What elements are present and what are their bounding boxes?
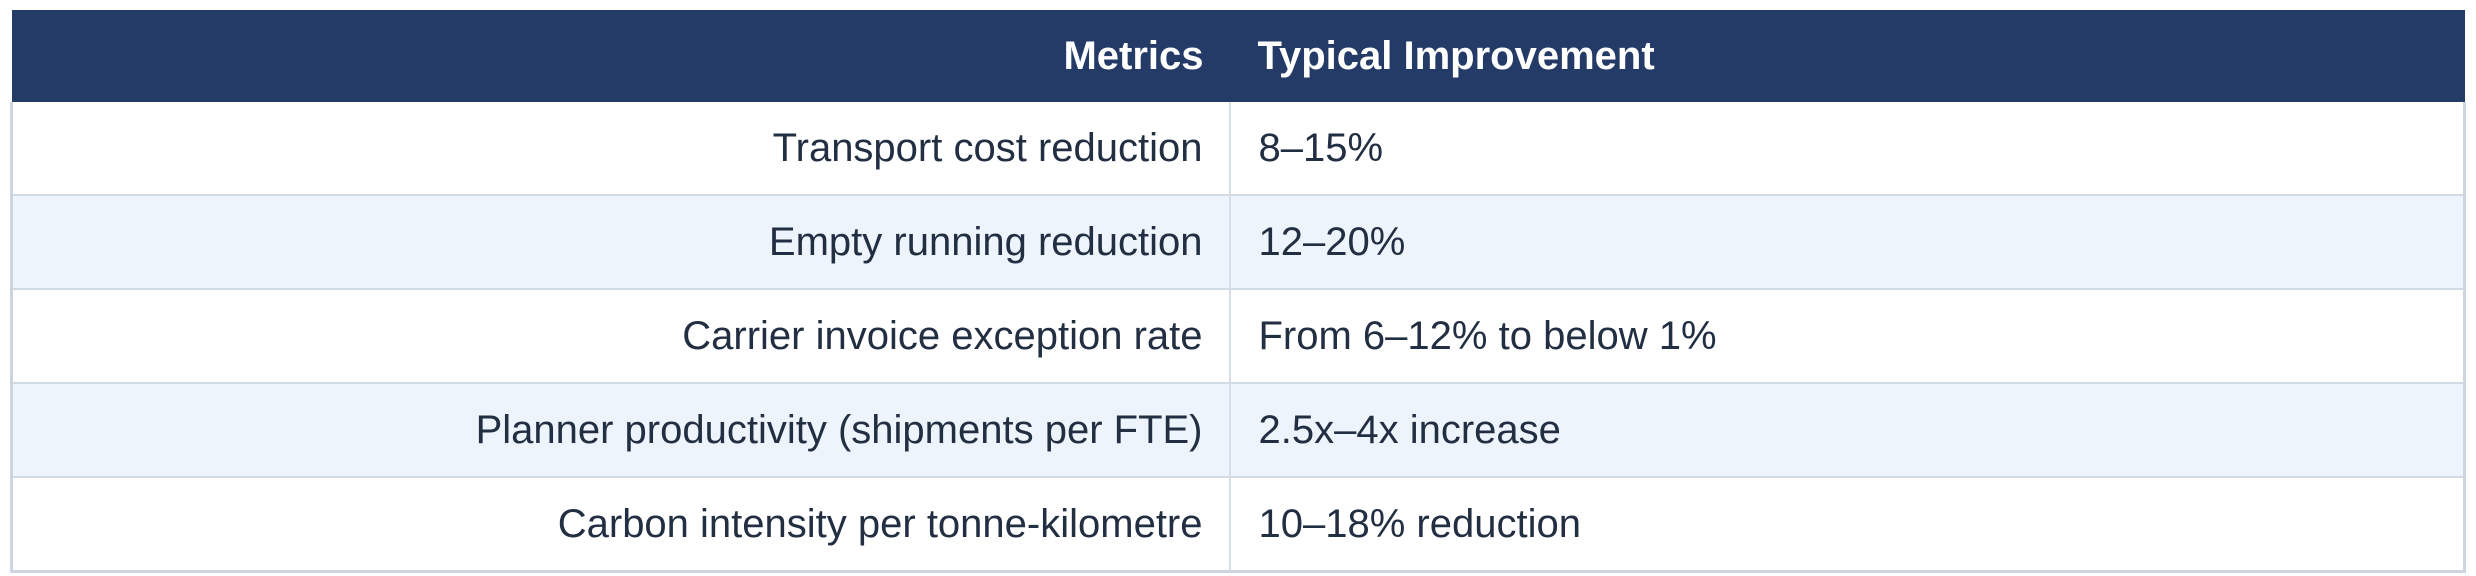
data-table: Metrics Typical Improvement Transport co… [10,10,2466,573]
improvement-cell: 8–15% [1229,102,2466,196]
metric-cell: Carrier invoice exception rate [10,289,1231,384]
table-row: Carbon intensity per tonne-kilometre 10–… [10,477,2466,573]
table-row: Carrier invoice exception rate From 6–12… [10,289,2466,384]
column-header-typical-improvement: Typical Improvement [1229,10,2465,102]
metric-cell: Transport cost reduction [10,102,1231,196]
column-header-metrics: Metrics [11,10,1230,102]
table-row: Planner productivity (shipments per FTE)… [10,383,2466,478]
header-row: Metrics Typical Improvement [11,10,2465,102]
improvement-cell: 2.5x–4x increase [1229,383,2466,478]
table-row: Empty running reduction 12–20% [10,195,2466,290]
improvement-cell: 12–20% [1229,195,2466,290]
improvement-cell: 10–18% reduction [1229,477,2466,573]
metrics-improvement-table: Metrics Typical Improvement Transport co… [10,10,2466,573]
table-row: Transport cost reduction 8–15% [10,102,2466,196]
metric-cell: Empty running reduction [10,195,1231,290]
improvement-cell: From 6–12% to below 1% [1229,289,2466,384]
metric-cell: Planner productivity (shipments per FTE) [10,383,1231,478]
metric-cell: Carbon intensity per tonne-kilometre [10,477,1231,573]
